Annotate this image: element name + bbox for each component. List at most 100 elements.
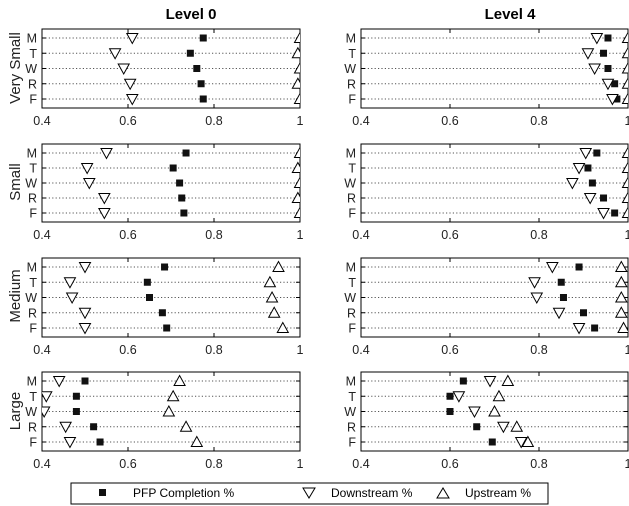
x-tick-label: 0.6 (441, 228, 458, 242)
category-label-f: F (29, 93, 37, 107)
point-upstream-r (510, 420, 524, 432)
markers (63, 260, 290, 335)
point-downstream-w (42, 406, 51, 419)
point-downstream-r (123, 78, 137, 91)
x-tick-label: 0.6 (119, 114, 136, 128)
point-pfp-completion-f (199, 95, 207, 103)
point-pfp-completion-m (199, 34, 207, 42)
point-pfp-completion-r (473, 423, 481, 431)
category-label-t: T (29, 276, 37, 290)
category-label-m: M (346, 32, 356, 46)
point-upstream-m (501, 374, 515, 386)
point-downstream-f (606, 94, 619, 106)
x-tick-label: 1 (625, 457, 629, 471)
point-upstream-r (179, 420, 193, 432)
category-label-w: W (344, 62, 356, 76)
point-pfp-completion-m (459, 377, 467, 385)
legend-marker-pfp-completion (99, 489, 106, 496)
point-upstream-m (293, 146, 300, 158)
point-pfp-completion-f (613, 95, 621, 103)
point-downstream-t (572, 163, 586, 175)
x-tick-label: 0.6 (441, 114, 458, 128)
legend-label-pfp-completion: PFP Completion % (133, 486, 234, 500)
point-downstream-m (52, 376, 66, 388)
point-downstream-w (82, 178, 96, 190)
category-label-r: R (28, 420, 37, 434)
point-upstream-m (173, 374, 186, 386)
point-pfp-completion-w (604, 65, 612, 72)
point-pfp-completion-m (604, 34, 612, 42)
point-pfp-completion-t (186, 49, 194, 57)
category-label-f: F (348, 322, 356, 336)
point-pfp-completion-w (559, 294, 567, 301)
point-upstream-w (488, 404, 501, 417)
x-tick-label: 1 (625, 114, 629, 128)
x-tick-label: 1 (297, 228, 304, 242)
row-label-medium: Medium (7, 269, 24, 322)
point-downstream-m (590, 33, 604, 45)
point-upstream-r (614, 306, 628, 318)
category-label-f: F (348, 207, 356, 221)
x-tick-label: 0.4 (33, 457, 50, 471)
point-pfp-completion-t (600, 49, 608, 57)
point-downstream-f (597, 208, 610, 220)
category-label-m: M (27, 147, 37, 161)
point-downstream-f (98, 208, 111, 220)
column-title-level-4: Level 4 (485, 6, 537, 23)
point-downstream-m (546, 262, 559, 274)
point-pfp-completion-w (176, 179, 184, 187)
category-label-f: F (29, 322, 37, 336)
row-label-very-small: Very Small (7, 32, 24, 104)
point-downstream-t (452, 391, 466, 403)
point-upstream-m (272, 260, 285, 272)
category-label-r: R (347, 420, 356, 434)
row-labels: Very Small Small Medium Large (7, 32, 24, 430)
category-label-t: T (348, 47, 356, 61)
column-titles: Level 0 Level 4 (166, 6, 537, 23)
x-tick-label: 0.8 (205, 114, 222, 128)
point-downstream-t (581, 48, 595, 60)
category-label-w: W (25, 62, 37, 76)
point-upstream-t (291, 161, 300, 173)
point-upstream-f (621, 206, 628, 218)
plot-frame (41, 28, 301, 109)
x-tick-label: 0.4 (33, 114, 50, 128)
point-downstream-r (497, 421, 510, 434)
legend: PFP Completion % Downstream % Upstream % (70, 482, 549, 505)
point-downstream-m (579, 148, 593, 160)
point-downstream-w (468, 406, 481, 419)
point-upstream-w (621, 61, 628, 74)
point-pfp-completion-w (588, 179, 596, 187)
category-label-w: W (344, 177, 356, 191)
x-tick-label: 0.4 (33, 343, 50, 357)
x-tick-label: 1 (297, 457, 304, 471)
category-label-w: W (344, 405, 356, 419)
x-tick-label: 0.8 (205, 457, 222, 471)
legend-label-upstream: Upstream % (465, 486, 531, 500)
point-pfp-completion-r (158, 309, 166, 317)
point-pfp-completion-f (163, 324, 171, 332)
point-pfp-completion-m (593, 149, 601, 157)
category-label-t: T (348, 390, 356, 404)
point-upstream-t (621, 46, 628, 59)
point-upstream-m (621, 31, 628, 43)
legend-marker-upstream (436, 487, 450, 499)
point-downstream-f (63, 437, 77, 449)
point-pfp-completion-f (96, 438, 104, 446)
point-downstream-m (125, 33, 139, 45)
point-downstream-t (108, 48, 122, 60)
point-downstream-r (583, 193, 597, 205)
point-pfp-completion-r (600, 194, 608, 202)
point-downstream-r (78, 307, 92, 320)
point-upstream-w (162, 404, 176, 417)
point-upstream-f (617, 321, 628, 333)
point-downstream-f (572, 323, 586, 335)
x-tick-label: 1 (297, 114, 304, 128)
point-upstream-w (621, 176, 628, 188)
markers (446, 374, 535, 449)
point-pfp-completion-r (178, 194, 186, 202)
